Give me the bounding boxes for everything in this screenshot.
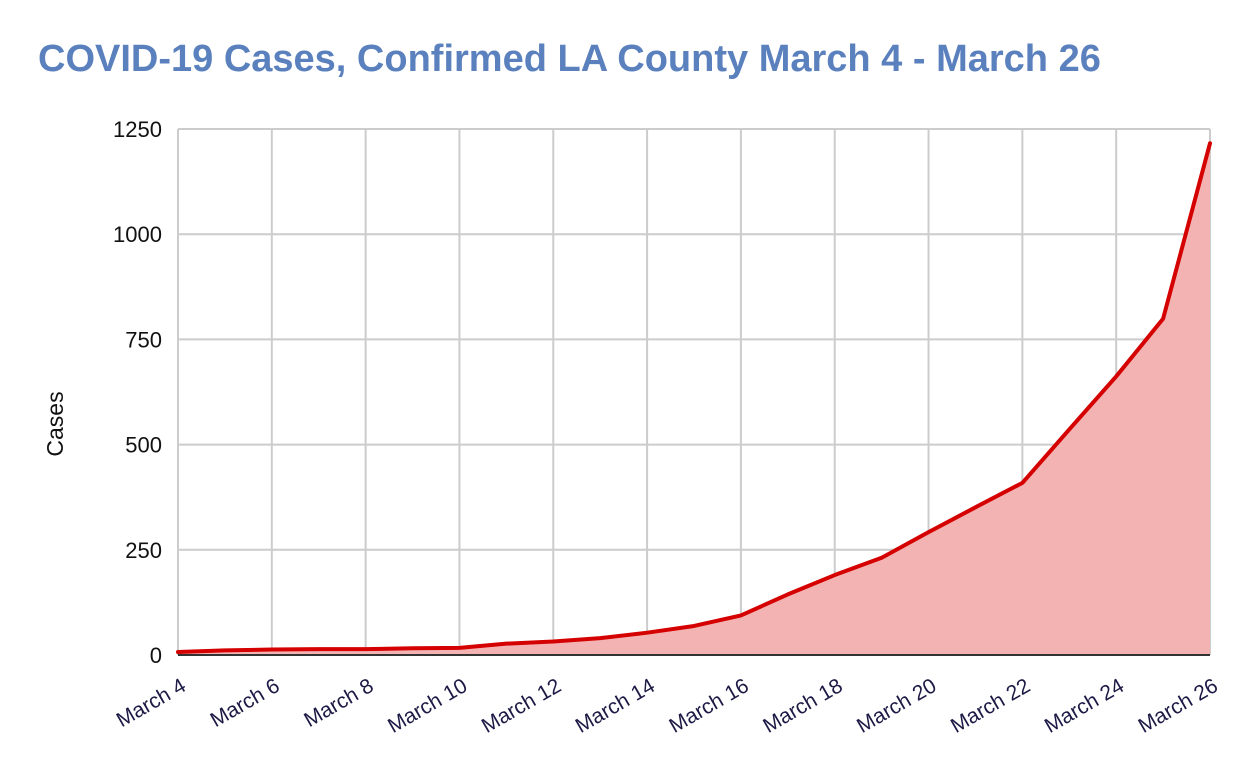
data-point [1114,374,1118,378]
x-tick-label: March 6 [206,674,283,732]
y-tick-label: 500 [125,433,162,458]
x-tick-labels: March 4 March 6 March 8 March 10 March 12 Mar… [113,674,1222,738]
chart-title: COVID-19 Cases, Confirmed LA County Marc… [38,38,1101,80]
data-point [1020,481,1024,485]
x-tick-label: March 12 [478,674,565,738]
x-tick-label: March 4 [113,674,190,732]
data-point [786,592,790,596]
x-tick-label: March 20 [853,674,940,738]
data-point [317,647,321,651]
data-point [739,613,743,617]
y-axis-label: Cases [42,391,68,456]
x-tick-label: March 14 [572,674,660,738]
y-tick-label: 1250 [113,117,162,142]
data-point [1067,427,1071,431]
data-point [927,530,931,534]
data-point [1161,317,1165,321]
data-point [457,646,461,650]
x-tick-label: March 8 [300,674,377,732]
data-point [645,631,649,635]
y-tick-labels: 0 250 500 750 1000 1250 [113,117,162,668]
x-tick-label: March 18 [759,674,846,738]
x-gridlines [177,129,1211,655]
area-fill [178,143,1210,655]
x-tick-label: March 16 [665,674,752,738]
series-line [176,141,1212,655]
x-tick-label: March 24 [1041,674,1129,738]
data-point [223,648,227,652]
data-point [598,636,602,640]
data-point [411,646,415,650]
data-point [973,505,977,509]
x-tick-label: March 26 [1135,674,1222,738]
data-point [833,573,837,577]
data-point [504,642,508,646]
data-point [551,640,555,644]
y-tick-label: 1000 [113,222,162,247]
data-point [176,650,180,654]
data-point [880,556,884,560]
data-point [270,648,274,652]
data-point [364,647,368,651]
y-tick-label: 0 [150,643,162,668]
data-point [692,624,696,628]
data-point [1208,141,1212,145]
y-tick-label: 750 [125,327,162,352]
y-tick-label: 250 [125,538,162,563]
x-tick-label: March 10 [384,674,471,738]
x-tick-label: March 22 [947,674,1034,738]
